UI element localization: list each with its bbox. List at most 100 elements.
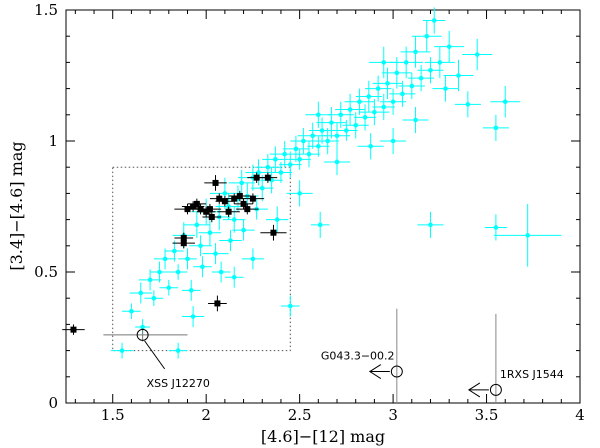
background-source-point bbox=[153, 248, 177, 270]
background-source-point bbox=[353, 104, 377, 131]
g043-arrow-head bbox=[368, 364, 382, 379]
background-marker bbox=[306, 151, 312, 157]
background-source-point bbox=[189, 235, 212, 257]
background-marker bbox=[390, 138, 396, 144]
background-marker bbox=[301, 138, 306, 144]
y-tick-label: 0.5 bbox=[34, 263, 58, 281]
background-source-point bbox=[122, 303, 141, 320]
background-source-point bbox=[279, 151, 302, 178]
background-source-point bbox=[417, 57, 444, 84]
background-source-point bbox=[344, 88, 375, 115]
background-source-point bbox=[144, 290, 164, 307]
background-source-point bbox=[269, 141, 300, 168]
background-marker bbox=[287, 303, 293, 309]
background-marker bbox=[357, 99, 362, 104]
annotated-sources-layer: XSS J12270 G043.3−00.2 1RXS J1544 bbox=[103, 308, 564, 403]
background-marker bbox=[394, 70, 400, 76]
background-source-point bbox=[211, 261, 231, 283]
background-source-point bbox=[159, 279, 179, 296]
background-marker bbox=[390, 99, 396, 104]
background-source-point bbox=[357, 133, 384, 160]
target-point bbox=[208, 295, 227, 312]
background-source-point bbox=[138, 269, 162, 291]
background-marker bbox=[151, 295, 157, 301]
background-marker bbox=[418, 75, 424, 81]
background-source-point bbox=[129, 282, 152, 304]
background-source-point bbox=[245, 159, 272, 186]
background-marker bbox=[250, 256, 256, 262]
background-marker bbox=[185, 256, 190, 262]
background-marker bbox=[413, 49, 418, 55]
background-marker bbox=[175, 348, 181, 353]
background-marker bbox=[362, 115, 368, 120]
background-source-point bbox=[280, 295, 300, 317]
xss-leader bbox=[144, 340, 166, 370]
background-marker bbox=[424, 33, 430, 39]
background-source-point bbox=[316, 106, 347, 139]
background-marker bbox=[372, 109, 377, 115]
background-source-point bbox=[241, 248, 265, 270]
plot-frame bbox=[65, 9, 581, 404]
background-source-point bbox=[432, 75, 459, 102]
g043-label: G043.3−00.2 bbox=[321, 350, 395, 363]
x-tick-label: 2 bbox=[201, 406, 211, 424]
y-tick-label: 1 bbox=[48, 132, 58, 150]
background-marker bbox=[282, 151, 287, 157]
background-source-point bbox=[342, 112, 369, 139]
background-source-point bbox=[286, 180, 313, 207]
background-source-point bbox=[308, 117, 336, 144]
background-source-point bbox=[484, 214, 508, 241]
background-marker bbox=[344, 128, 349, 133]
background-marker bbox=[353, 122, 359, 128]
target-point bbox=[241, 193, 265, 204]
background-source-point bbox=[327, 101, 354, 128]
background-source-point bbox=[335, 93, 366, 126]
background-source-point bbox=[262, 146, 289, 173]
background-marker bbox=[239, 180, 244, 186]
background-source-point bbox=[365, 75, 392, 102]
background-source-point bbox=[323, 122, 351, 149]
background-source-point bbox=[297, 122, 328, 149]
background-marker bbox=[228, 238, 233, 243]
g043-marker bbox=[390, 365, 403, 378]
target-point bbox=[174, 232, 194, 244]
background-marker bbox=[297, 157, 302, 162]
background-marker bbox=[413, 117, 418, 123]
background-source-point bbox=[310, 211, 330, 238]
background-marker bbox=[431, 18, 437, 23]
target-marker bbox=[264, 174, 271, 181]
background-source-point bbox=[228, 169, 255, 197]
background-source-point bbox=[232, 219, 255, 241]
target-point bbox=[198, 203, 222, 215]
target-marker bbox=[240, 200, 247, 207]
background-source-point bbox=[269, 161, 293, 183]
background-source-point bbox=[316, 127, 339, 155]
background-marker bbox=[147, 277, 153, 283]
background-marker bbox=[241, 227, 246, 233]
target-marker bbox=[225, 208, 232, 215]
background-source-point bbox=[408, 65, 435, 92]
background-source-point bbox=[290, 127, 317, 155]
background-marker bbox=[366, 94, 372, 99]
x-tick-label: 1.5 bbox=[101, 406, 125, 424]
target-marker bbox=[270, 229, 277, 236]
target-marker bbox=[193, 200, 200, 207]
background-marker bbox=[138, 290, 144, 296]
background-marker bbox=[317, 222, 323, 228]
background-source-point bbox=[181, 279, 201, 301]
background-marker bbox=[157, 269, 162, 275]
background-source-point bbox=[389, 80, 416, 107]
target-marker bbox=[214, 300, 221, 307]
background-source-point bbox=[193, 256, 212, 278]
target-marker bbox=[221, 198, 228, 205]
background-source-point bbox=[265, 206, 289, 233]
background-marker bbox=[213, 251, 218, 256]
source-g043: G043.3−00.2 bbox=[321, 308, 403, 403]
background-source-point bbox=[282, 135, 309, 162]
xss-label: XSS J12270 bbox=[147, 377, 210, 390]
background-marker bbox=[474, 52, 480, 57]
x-tick-label: 3 bbox=[388, 406, 398, 424]
background-source-point bbox=[368, 46, 399, 79]
target-point bbox=[187, 198, 207, 210]
